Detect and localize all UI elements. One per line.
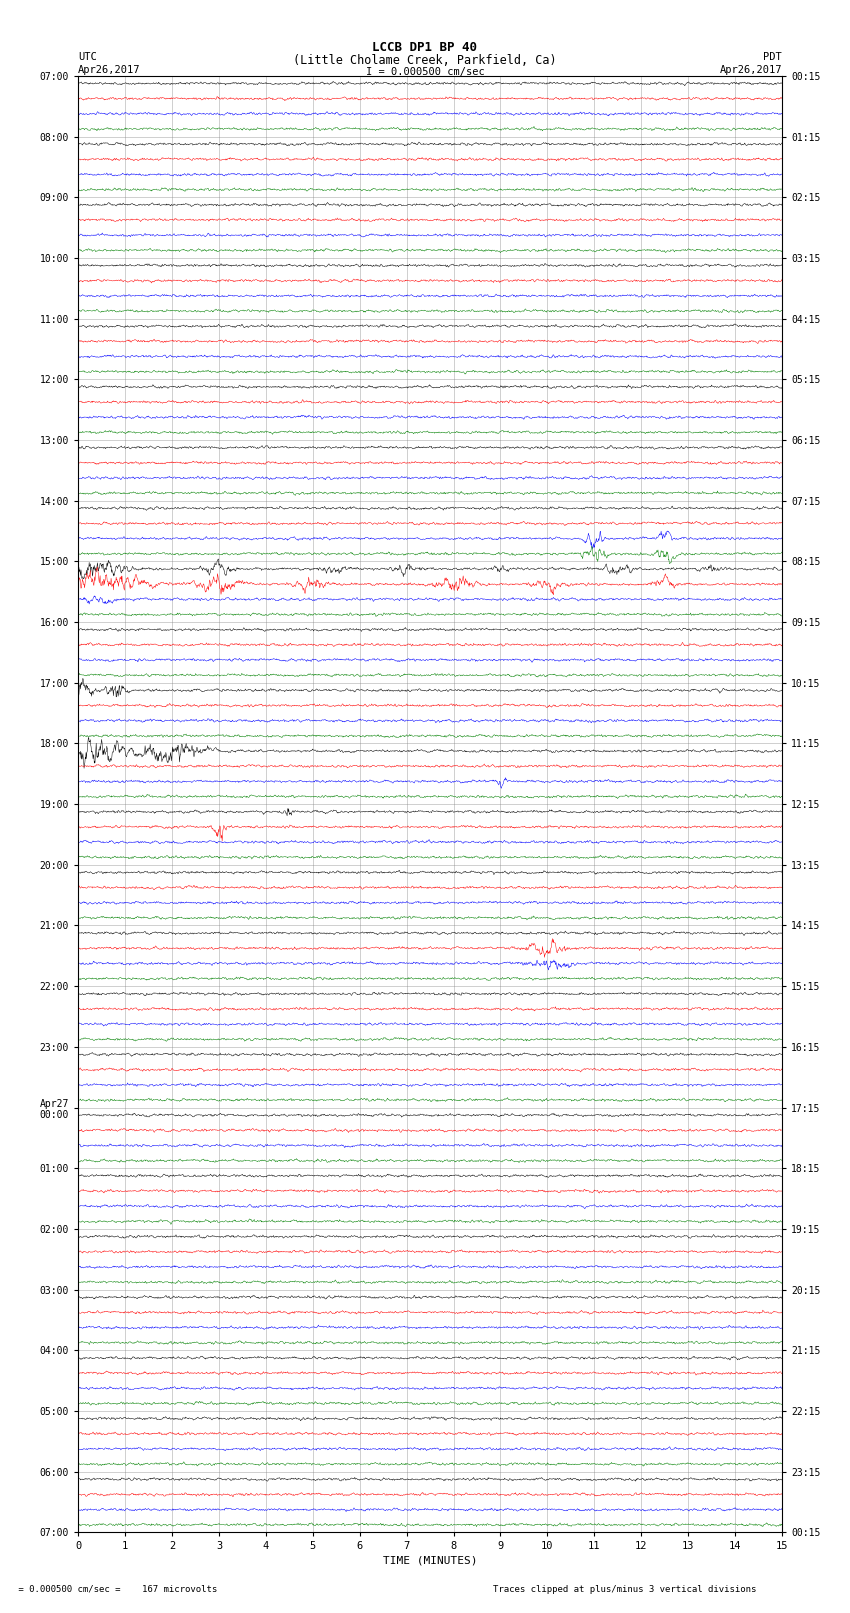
- Text: Apr26,2017: Apr26,2017: [78, 65, 141, 74]
- Text: UTC: UTC: [78, 52, 97, 61]
- Text: LCCB DP1 BP 40: LCCB DP1 BP 40: [372, 40, 478, 55]
- X-axis label: TIME (MINUTES): TIME (MINUTES): [382, 1555, 478, 1566]
- Text: PDT: PDT: [763, 52, 782, 61]
- Text: Traces clipped at plus/minus 3 vertical divisions: Traces clipped at plus/minus 3 vertical …: [493, 1584, 756, 1594]
- Text: (Little Cholame Creek, Parkfield, Ca): (Little Cholame Creek, Parkfield, Ca): [293, 53, 557, 68]
- Text: I = 0.000500 cm/sec: I = 0.000500 cm/sec: [366, 66, 484, 77]
- Text: Apr26,2017: Apr26,2017: [719, 65, 782, 74]
- Text: = 0.000500 cm/sec =    167 microvolts: = 0.000500 cm/sec = 167 microvolts: [13, 1584, 217, 1594]
